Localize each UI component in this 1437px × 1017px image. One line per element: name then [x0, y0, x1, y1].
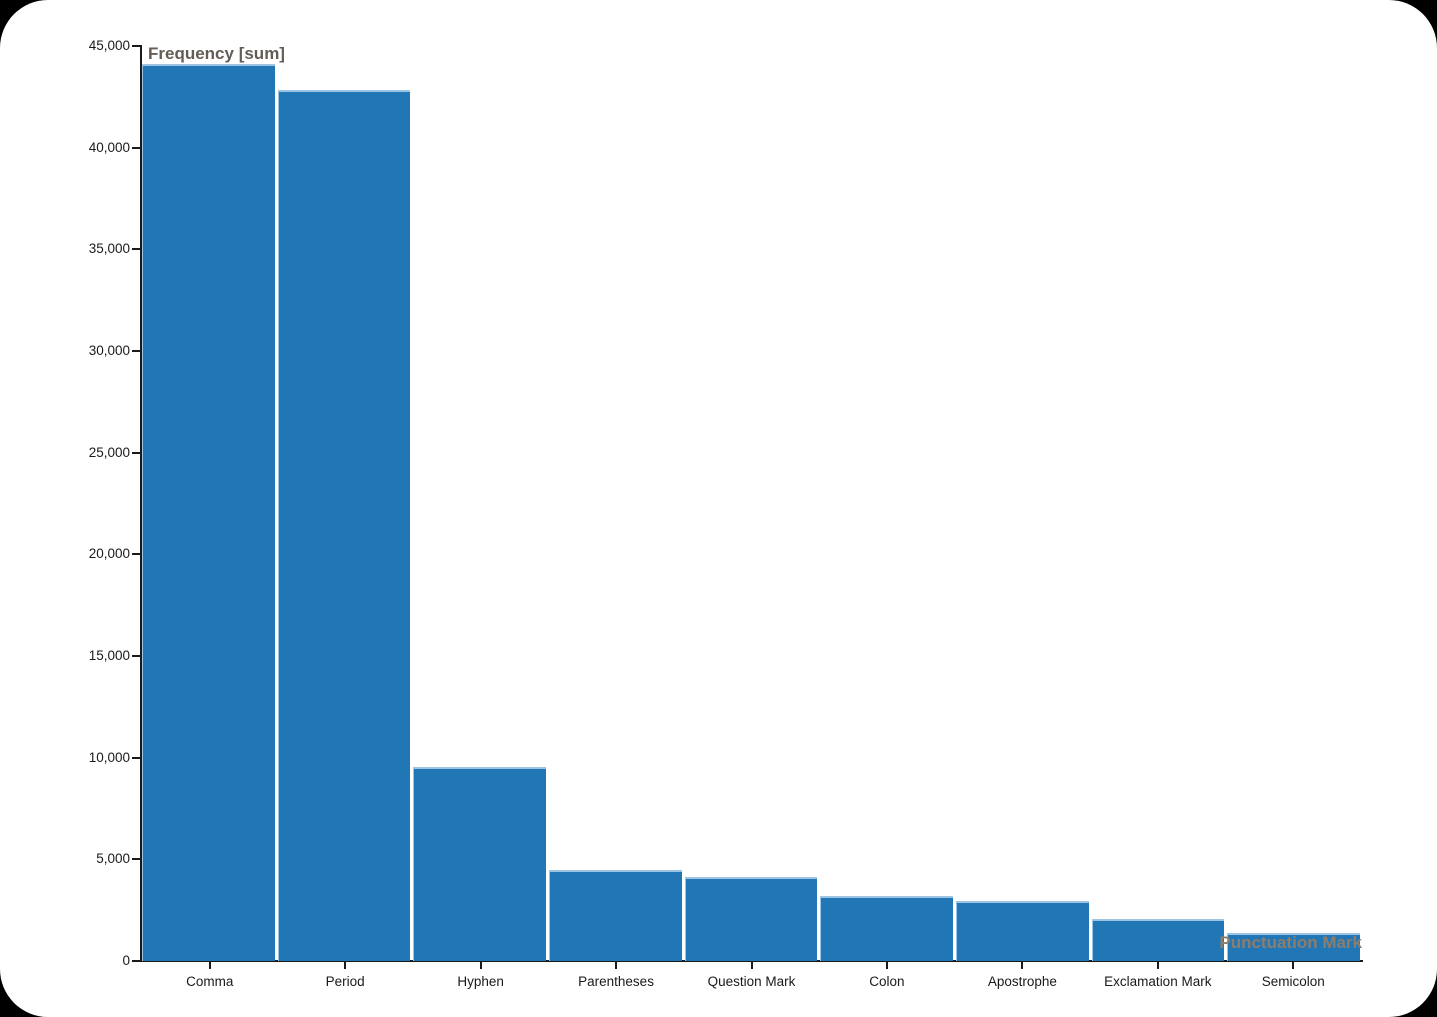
bar-colon[interactable]	[820, 895, 954, 961]
y-tick-label: 45,000	[88, 38, 130, 53]
bar-hyphen[interactable]	[413, 767, 547, 961]
x-tick-mark	[615, 962, 618, 969]
y-tick-mark	[132, 960, 141, 962]
y-tick-mark	[132, 350, 141, 352]
y-tick-label: 0	[122, 953, 130, 968]
x-tick-label-colon: Colon	[869, 974, 905, 989]
y-tick-label: 15,000	[88, 648, 130, 663]
y-tick-label: 10,000	[88, 749, 130, 765]
y-tick-label: 30,000	[88, 343, 130, 358]
bars-container	[142, 64, 1361, 961]
x-tick-label-comma: Comma	[186, 974, 234, 989]
bar-semicolon[interactable]	[1227, 932, 1361, 961]
y-tick-mark	[132, 858, 141, 861]
x-tick-mark	[885, 962, 888, 969]
x-tick-label-apostrophe: Apostrophe	[987, 974, 1057, 989]
x-tick-label-period: Period	[325, 974, 365, 989]
x-tick-label-question-mark: Question Mark	[707, 974, 796, 989]
bar-comma[interactable]	[142, 64, 275, 961]
y-tick-mark	[132, 655, 141, 657]
x-tick-mark	[1021, 962, 1024, 969]
y-tick-mark	[132, 451, 141, 454]
y-tick-label: 40,000	[88, 139, 130, 155]
bar-apostrophe[interactable]	[956, 901, 1089, 961]
y-tick-mark	[132, 553, 141, 556]
bar-question-mark[interactable]	[684, 877, 818, 961]
x-axis-title: Punctuation Mark	[1219, 933, 1362, 952]
x-tick-mark	[1292, 962, 1295, 969]
bar-parentheses[interactable]	[549, 869, 682, 961]
x-tick-label-parentheses: Parentheses	[578, 974, 654, 989]
y-tick-mark	[132, 756, 141, 759]
y-tick-mark	[132, 146, 141, 149]
x-tick-label-exclamation-mark: Exclamation Mark	[1104, 974, 1212, 989]
y-tick-mark	[132, 248, 141, 251]
bar-exclamation-mark[interactable]	[1091, 919, 1225, 961]
x-tick-label-hyphen: Hyphen	[457, 974, 504, 989]
x-tick-mark	[344, 962, 347, 969]
x-tick-mark	[479, 962, 482, 969]
x-tick-label-semicolon: Semicolon	[1261, 974, 1325, 989]
x-tick-mark	[750, 962, 753, 969]
y-tick-mark	[132, 45, 141, 47]
bar-period[interactable]	[277, 89, 411, 961]
x-axis	[139, 960, 1363, 962]
x-tick-mark	[1156, 962, 1159, 969]
y-axis-title: Frequency [sum]	[148, 44, 285, 63]
y-tick-label: 5,000	[96, 851, 130, 867]
y-tick-label: 35,000	[88, 241, 130, 257]
y-tick-label: 20,000	[88, 546, 130, 562]
x-tick-mark	[208, 962, 211, 969]
y-axis	[140, 45, 142, 962]
y-tick-label: 25,000	[88, 444, 130, 460]
